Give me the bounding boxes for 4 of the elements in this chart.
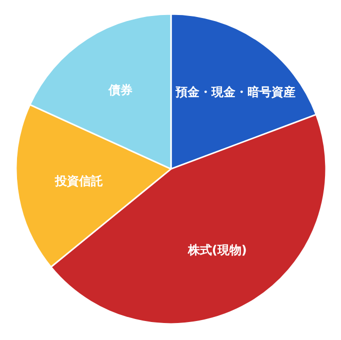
- slice-label: 投資信託: [54, 174, 103, 188]
- slice-label: 株式(現物): [186, 243, 247, 258]
- slice-label: 債券: [108, 83, 134, 98]
- slice-label: 預金・現金・暗号資産: [174, 85, 296, 100]
